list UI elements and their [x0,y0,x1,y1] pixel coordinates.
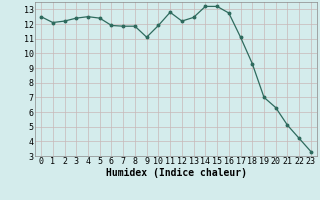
X-axis label: Humidex (Indice chaleur): Humidex (Indice chaleur) [106,168,246,178]
